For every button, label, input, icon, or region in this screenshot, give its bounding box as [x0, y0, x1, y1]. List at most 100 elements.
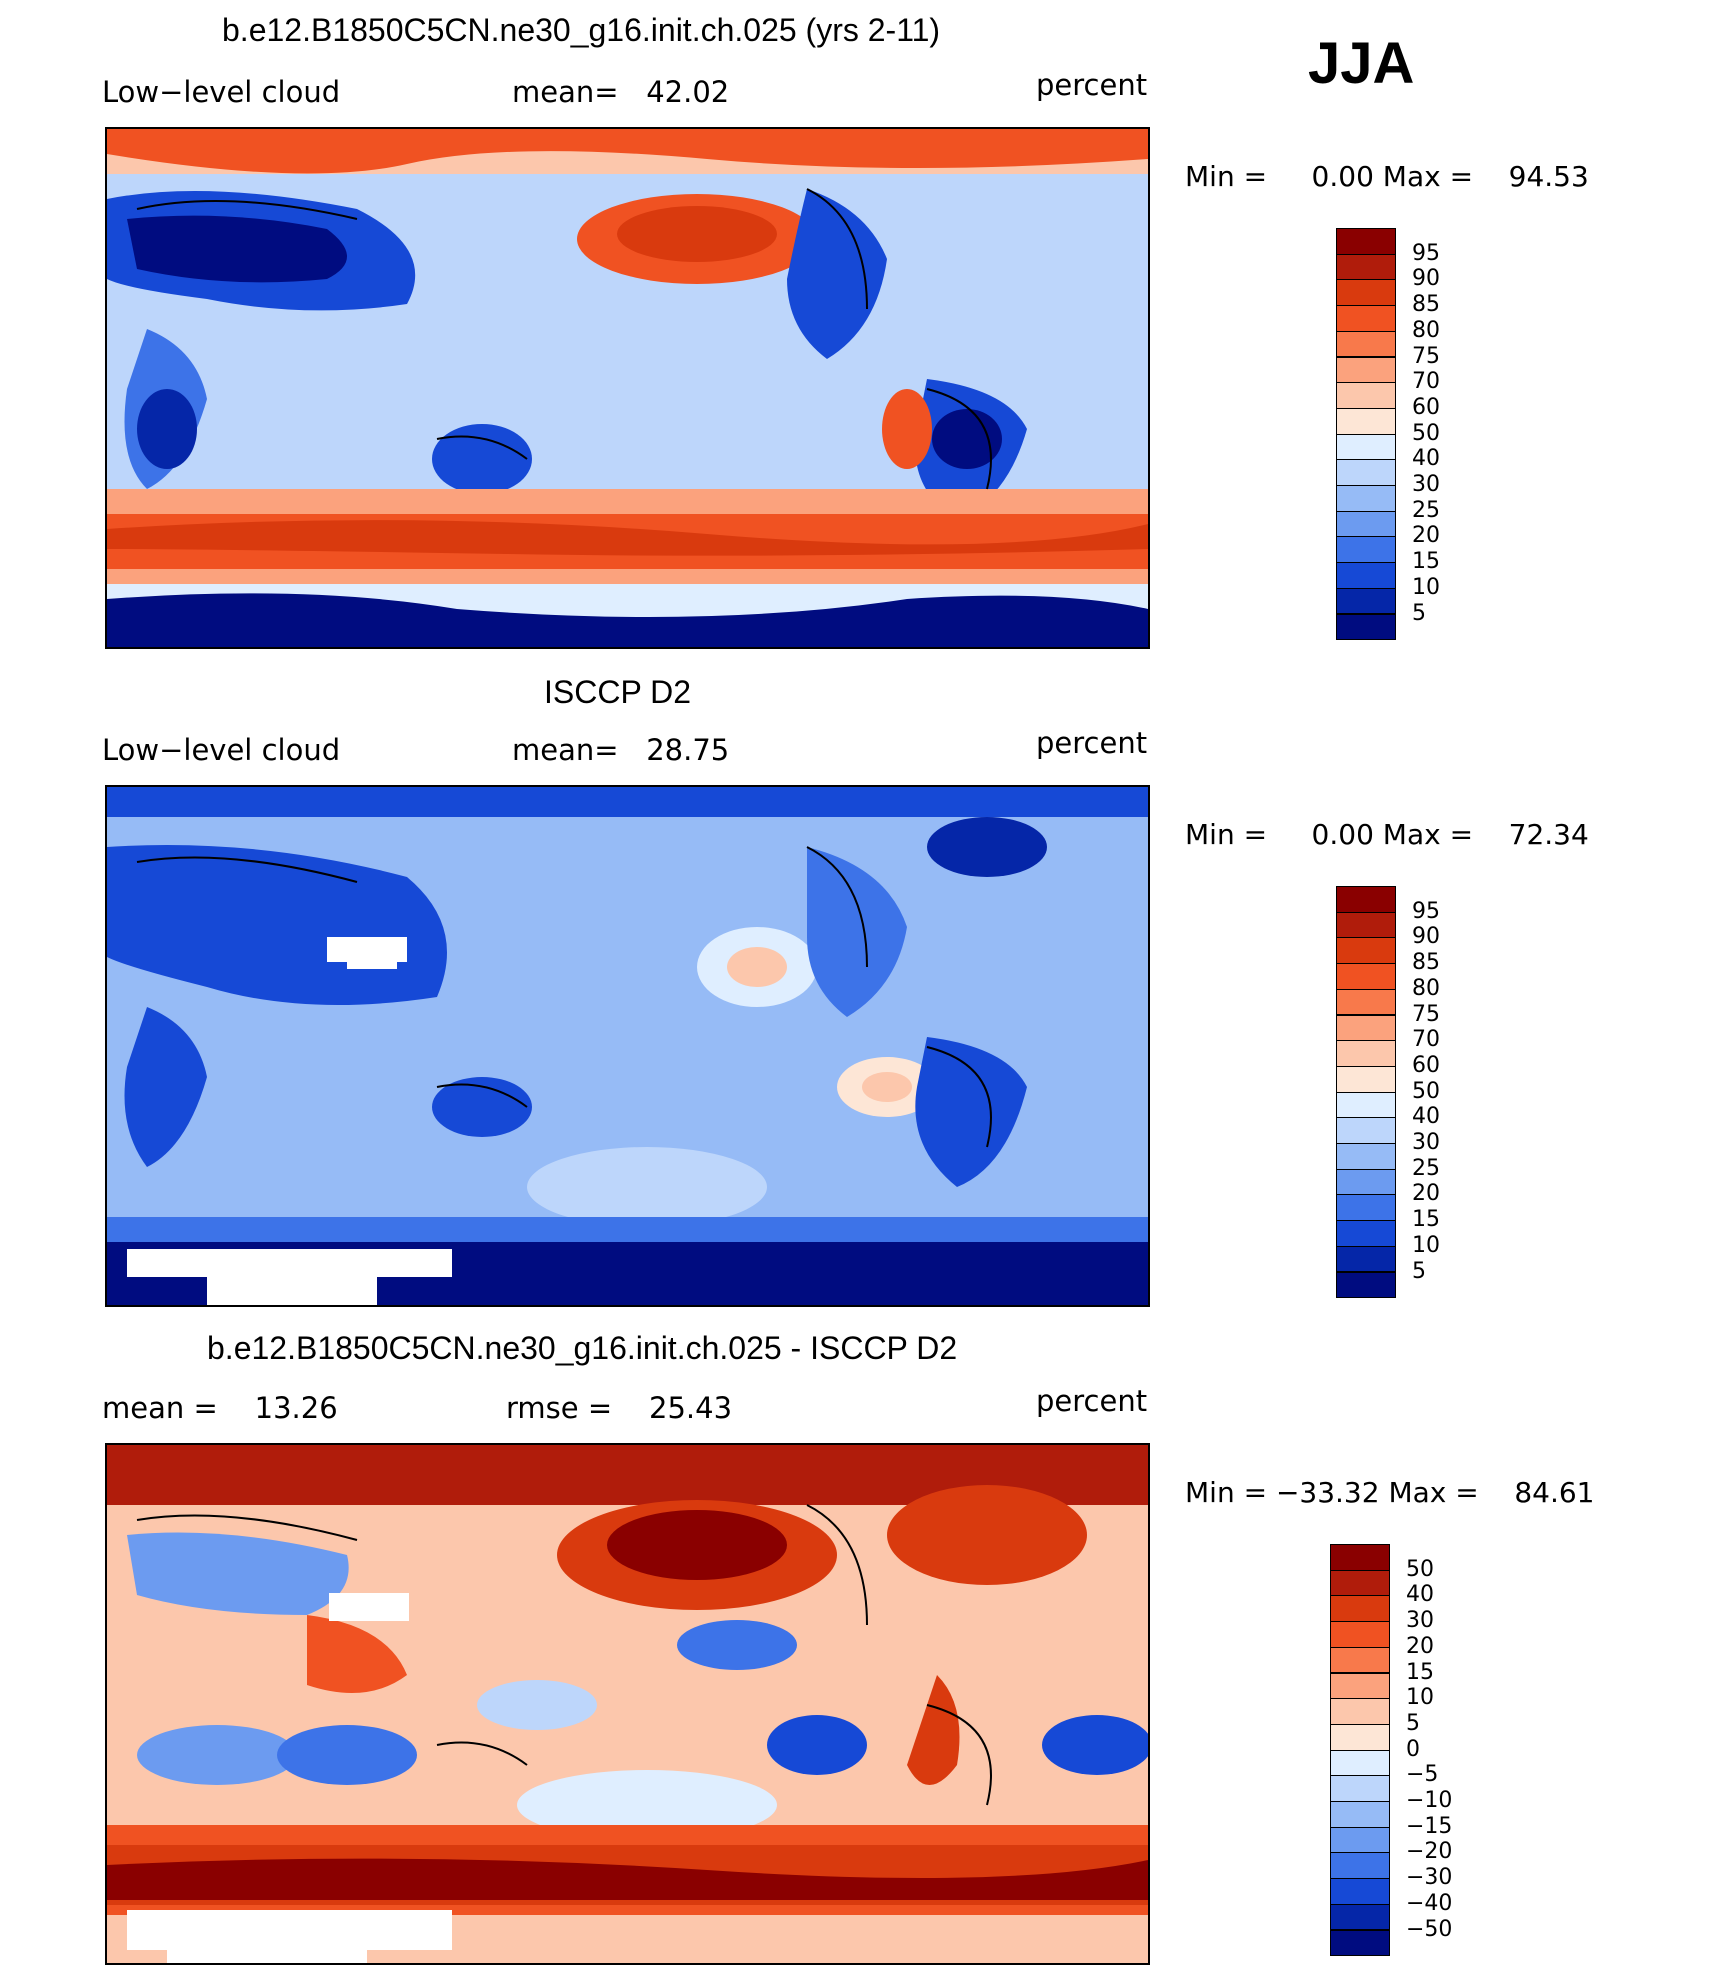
colorbar-swatch — [1336, 356, 1396, 384]
colorbar-label: 70 — [1412, 369, 1440, 395]
colorbar-swatch — [1330, 1698, 1390, 1725]
colorbar-label: 90 — [1412, 924, 1440, 950]
colorbar-label: 0 — [1406, 1736, 1420, 1762]
colorbar-swatch — [1330, 1929, 1390, 1957]
colorbar-swatch — [1336, 305, 1396, 332]
colorbar-label: 50 — [1406, 1556, 1434, 1582]
panel-2-units-label: percent — [1036, 726, 1148, 760]
colorbar-swatch — [1330, 1749, 1390, 1777]
colorbar-label: 40 — [1406, 1582, 1434, 1608]
colorbar-label: 30 — [1406, 1608, 1434, 1634]
panel-2-variable-label: Low−level cloud — [102, 733, 341, 767]
colorbar-swatch — [1336, 279, 1396, 307]
colorbar-swatch — [1330, 1852, 1390, 1880]
colorbar-label: 25 — [1412, 497, 1440, 523]
colorbar-label: −40 — [1406, 1890, 1453, 1916]
colorbar-swatch — [1330, 1903, 1390, 1931]
colorbar-swatch — [1336, 1194, 1396, 1222]
colorbar-label: 95 — [1412, 898, 1440, 924]
colorbar-label: 20 — [1412, 523, 1440, 549]
panel-3-title: b.e12.B1850C5CN.ne30_g16.init.ch.025 - I… — [207, 1330, 958, 1366]
colorbar-swatch — [1336, 988, 1396, 1016]
colorbar-label: −20 — [1406, 1839, 1453, 1865]
colorbar-label: 5 — [1412, 600, 1426, 626]
colorbar-swatch — [1336, 382, 1396, 409]
colorbar-label: 10 — [1412, 574, 1440, 600]
colorbar-swatch — [1330, 1595, 1390, 1623]
colorbar-label: 15 — [1412, 549, 1440, 575]
colorbar-label: 15 — [1412, 1207, 1440, 1233]
colorbar-swatch — [1336, 1014, 1396, 1042]
colorbar-swatch — [1336, 485, 1396, 512]
colorbar-label: 20 — [1406, 1633, 1434, 1659]
colorbar-label: 75 — [1412, 1001, 1440, 1027]
colorbar-label: −10 — [1406, 1788, 1453, 1813]
colorbar-swatch — [1330, 1646, 1390, 1674]
colorbar-label: 50 — [1412, 1078, 1440, 1104]
colorbar-label: −5 — [1406, 1762, 1439, 1788]
colorbar-label: 20 — [1412, 1181, 1440, 1207]
colorbar-label: 15 — [1406, 1659, 1434, 1685]
panel-2-map — [105, 785, 1150, 1307]
panel-2-title: ISCCP D2 — [544, 674, 692, 710]
colorbar-label: 85 — [1412, 292, 1440, 318]
colorbar-swatch — [1336, 911, 1396, 939]
colorbar-label: 30 — [1412, 1130, 1440, 1155]
colorbar-label: 25 — [1412, 1155, 1440, 1181]
panel-3-minmax: Min = −33.32 Max = 84.61 — [1185, 1476, 1595, 1509]
colorbar-swatch — [1330, 1544, 1390, 1571]
colorbar-swatch — [1336, 433, 1396, 461]
colorbar-swatch — [1330, 1569, 1390, 1597]
colorbar-swatch — [1336, 587, 1396, 615]
colorbar-label: −50 — [1406, 1916, 1453, 1942]
panel-2-mean-label: mean= 28.75 — [512, 733, 730, 767]
colorbar-swatch — [1336, 510, 1396, 538]
colorbar-label: 75 — [1412, 343, 1440, 369]
colorbar-label: 10 — [1412, 1232, 1440, 1258]
panel-3-units-label: percent — [1036, 1384, 1148, 1418]
colorbar-swatch — [1330, 1775, 1390, 1802]
colorbar-swatch — [1336, 1168, 1396, 1196]
colorbar-swatch — [1336, 886, 1396, 913]
colorbar-swatch — [1336, 1245, 1396, 1273]
colorbar-label: 80 — [1412, 975, 1440, 1001]
colorbar-swatch — [1330, 1621, 1390, 1648]
colorbar-swatch — [1336, 228, 1396, 255]
colorbar-label: 90 — [1412, 266, 1440, 292]
colorbar-swatch — [1330, 1826, 1390, 1854]
colorbar-swatch — [1336, 330, 1396, 358]
panel-1-map — [105, 127, 1150, 649]
panel-1-variable-label: Low−level cloud — [102, 75, 341, 109]
colorbar-label: 80 — [1412, 317, 1440, 343]
colorbar-swatch — [1336, 459, 1396, 486]
colorbar-label: 5 — [1412, 1258, 1426, 1284]
colorbar-swatch — [1336, 1143, 1396, 1170]
colorbar-swatch — [1336, 613, 1396, 641]
colorbar-swatch — [1336, 963, 1396, 990]
colorbar-swatch — [1330, 1801, 1390, 1828]
colorbar-label: 10 — [1406, 1685, 1434, 1711]
colorbar-label: −15 — [1406, 1813, 1453, 1839]
season-label: JJA — [1308, 31, 1415, 96]
colorbar-label: 70 — [1412, 1027, 1440, 1053]
colorbar-swatch — [1336, 937, 1396, 965]
colorbar-swatch — [1336, 536, 1396, 564]
panel-1-minmax: Min = 0.00 Max = 94.53 — [1185, 160, 1589, 193]
panel-2-minmax: Min = 0.00 Max = 72.34 — [1185, 818, 1589, 851]
panel-1-title: b.e12.B1850C5CN.ne30_g16.init.ch.025 (yr… — [222, 12, 941, 48]
colorbar-label: 95 — [1412, 240, 1440, 266]
colorbar-swatch — [1336, 1091, 1396, 1119]
colorbar-label: 5 — [1406, 1710, 1420, 1736]
colorbar-label: 60 — [1412, 394, 1440, 420]
colorbar-swatch — [1330, 1672, 1390, 1700]
colorbar-label: 40 — [1412, 1104, 1440, 1130]
panel-1-mean-label: mean= 42.02 — [512, 75, 730, 109]
colorbar-swatch — [1336, 407, 1396, 435]
colorbar-swatch — [1336, 1040, 1396, 1067]
colorbar-swatch — [1330, 1723, 1390, 1751]
colorbar-swatch — [1336, 1065, 1396, 1093]
colorbar-label: 40 — [1412, 446, 1440, 472]
colorbar-label: 85 — [1412, 950, 1440, 976]
colorbar-label: −30 — [1406, 1865, 1453, 1891]
colorbar-swatch — [1330, 1878, 1390, 1905]
